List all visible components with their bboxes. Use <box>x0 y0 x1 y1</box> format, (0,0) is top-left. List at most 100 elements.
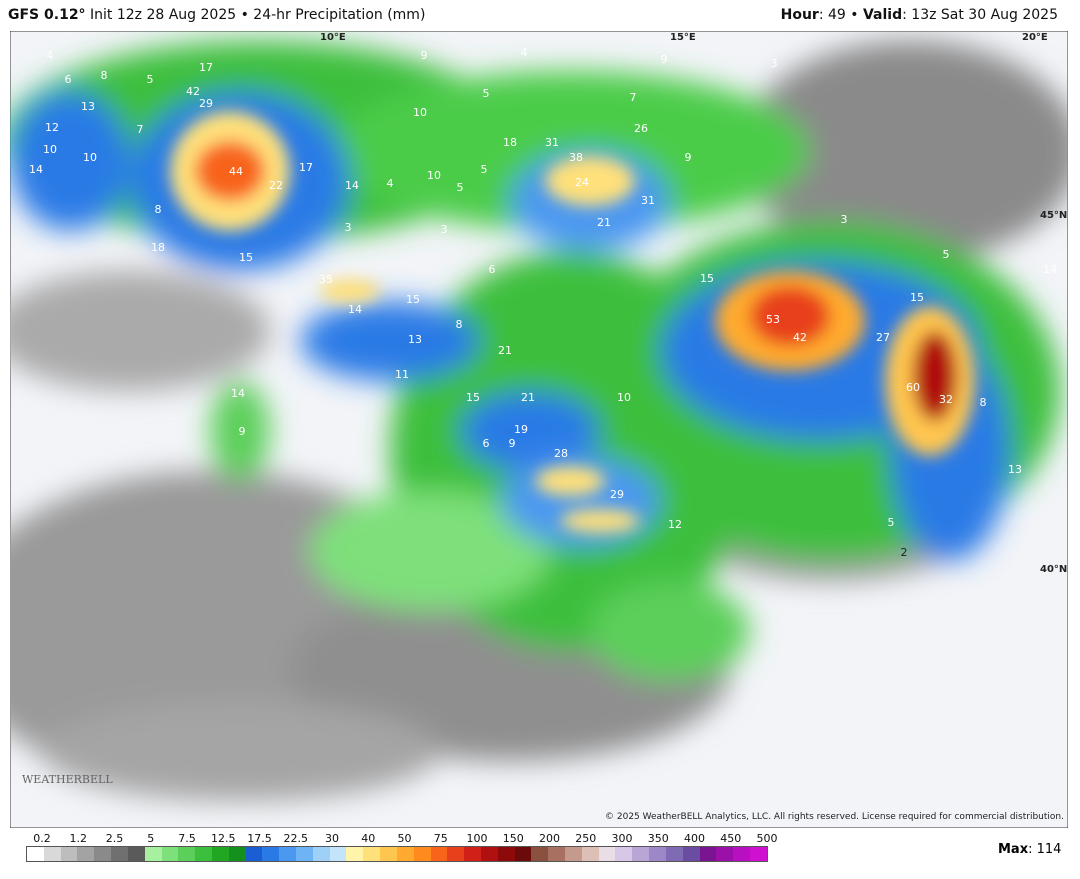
legend-swatch <box>733 847 750 861</box>
legend-label: 0.2 <box>33 832 51 845</box>
precip-label: 18 <box>503 136 517 149</box>
precip-label: 8 <box>980 396 987 409</box>
precip-label: 14 <box>231 387 245 400</box>
legend-swatch <box>413 847 431 861</box>
precip-label: 35 <box>319 273 333 286</box>
legend-label: 75 <box>433 832 448 845</box>
precip-label: 29 <box>610 488 624 501</box>
precip-label: 8 <box>155 203 162 216</box>
precip-label: 13 <box>408 333 422 346</box>
precip-label: 27 <box>876 331 890 344</box>
precip-label: 10 <box>83 151 97 164</box>
legend-label: 12.5 <box>211 832 236 845</box>
legend-swatch <box>380 847 397 861</box>
legend-label: 5 <box>147 832 155 845</box>
legend-label: 30 <box>325 832 339 845</box>
graticule: 10°E 15°E 20°E 45°N 40°N <box>320 32 1067 575</box>
precip-label: 5 <box>481 163 488 176</box>
precip-label: 6 <box>483 437 490 450</box>
legend-swatch <box>699 847 717 861</box>
max-label: Max <box>998 842 1029 857</box>
precip-label: 31 <box>545 136 559 149</box>
precip-label: 8 <box>456 318 463 331</box>
legend-swatch <box>682 847 700 861</box>
legend-label: 17.5 <box>247 832 272 845</box>
legend-label: 150 <box>502 832 524 845</box>
precip-label: 14 <box>348 303 362 316</box>
precip-label: 15 <box>700 272 714 285</box>
legend-swatch <box>94 847 112 861</box>
legend-swatch <box>531 847 549 861</box>
precip-label: 9 <box>421 49 428 62</box>
precip-label: 10 <box>427 169 441 182</box>
legend-swatch <box>665 847 683 861</box>
precip-label: 3 <box>771 57 778 70</box>
legend-swatch <box>195 847 212 861</box>
legend-label: 400 <box>684 832 705 845</box>
precip-label: 9 <box>239 425 246 438</box>
legend-swatch <box>228 847 246 861</box>
precip-label: 7 <box>630 91 637 104</box>
precip-label: 19 <box>514 423 528 436</box>
lon-label: 15°E <box>670 32 696 43</box>
legend-swatch <box>211 847 229 861</box>
legend-swatch <box>649 847 666 861</box>
precip-label: 21 <box>521 391 535 404</box>
precip-label: 12 <box>668 518 682 531</box>
legend-swatch <box>396 847 414 861</box>
legend-swatch <box>279 847 296 861</box>
precip-label: 44 <box>229 165 243 178</box>
legend-swatch <box>296 847 313 861</box>
legend-swatch <box>245 847 263 861</box>
legend-label: 450 <box>720 832 742 845</box>
valid-value: : 13z Sat 30 Aug 2025 <box>902 7 1058 23</box>
precip-label: 15 <box>466 391 480 404</box>
legend-label: 1.2 <box>69 832 88 845</box>
hour-value: : 49 • <box>818 7 859 23</box>
legend-swatch <box>480 847 498 861</box>
precip-label: 21 <box>597 216 611 229</box>
valid-label: Valid <box>862 7 903 23</box>
legend-swatch <box>27 847 44 861</box>
precip-label: 10 <box>617 391 631 404</box>
legend-label: 50 <box>397 832 412 845</box>
legend-swatch <box>581 847 599 861</box>
legend-label: 7.5 <box>178 832 196 845</box>
precip-label: 29 <box>199 97 213 110</box>
precip-label: 5 <box>888 516 895 529</box>
precip-label: 7 <box>137 123 144 136</box>
precip-label: 8 <box>101 69 108 82</box>
precip-label: 60 <box>906 381 920 394</box>
precip-label: 14 <box>345 179 359 192</box>
precip-core <box>170 111 975 533</box>
precip-label: 5 <box>483 87 490 100</box>
legend-swatch <box>329 847 347 861</box>
precip-label: 10 <box>413 106 427 119</box>
legend-swatch <box>144 847 162 861</box>
hour-label: Hour <box>780 7 819 23</box>
legend-swatch <box>632 847 650 861</box>
legend-swatch <box>127 847 145 861</box>
precip-label: 11 <box>395 368 409 381</box>
precip-label: 10 <box>43 143 57 156</box>
legend-label: 250 <box>575 832 597 845</box>
legend-swatch <box>548 847 565 861</box>
precip-label: 4 <box>47 49 54 62</box>
precip-label: 14 <box>1043 263 1057 276</box>
legend-bar <box>26 846 768 862</box>
precip-label: 9 <box>509 437 516 450</box>
legend-swatch <box>161 847 179 861</box>
legend-label: 40 <box>361 832 376 845</box>
legend-swatch <box>716 847 734 861</box>
precip-label: 3 <box>841 213 848 226</box>
max-value: 114 <box>1036 842 1062 857</box>
precip-label: 12 <box>45 121 59 134</box>
legend-swatch <box>430 847 448 861</box>
precip-label: 38 <box>569 151 583 164</box>
legend-label: 22.5 <box>283 832 309 845</box>
legend-label: 300 <box>611 832 633 845</box>
legend-swatch <box>43 847 61 861</box>
